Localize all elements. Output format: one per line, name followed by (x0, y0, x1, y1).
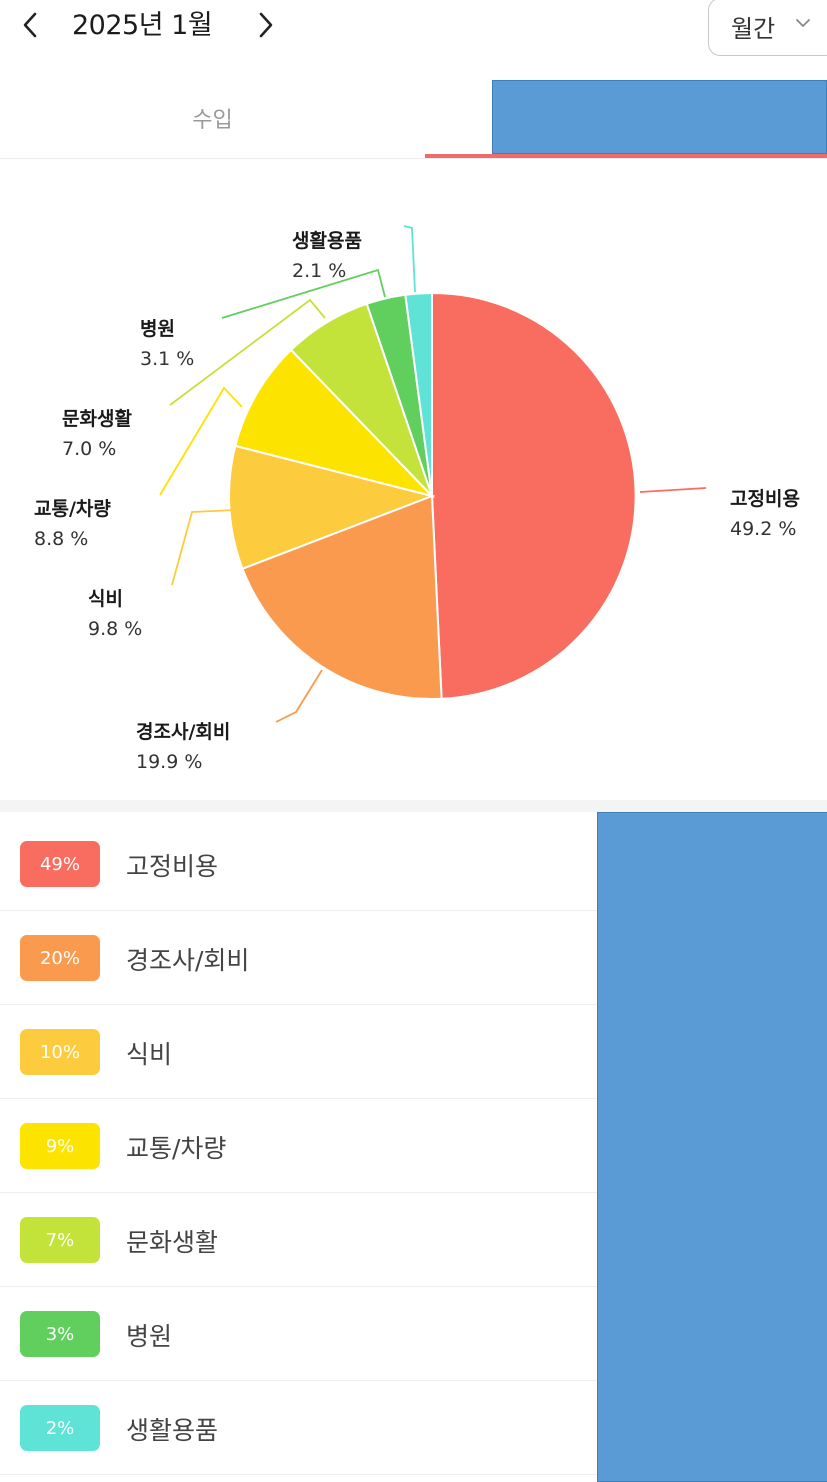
prev-month-button[interactable] (10, 0, 50, 50)
category-row[interactable]: 2% 생활용품 (0, 1381, 600, 1475)
pie-label-7: 생활용품 (292, 230, 362, 252)
next-month-button[interactable] (246, 0, 286, 50)
category-name: 병원 (126, 1322, 173, 1351)
pie-leader-line (169, 298, 326, 406)
pie-value-7: 2.1 % (292, 260, 346, 282)
percent-badge: 10% (20, 1029, 100, 1075)
pie-slice-1[interactable] (431, 291, 637, 700)
percent-badge: 7% (20, 1217, 100, 1263)
category-name: 문화생활 (126, 1228, 219, 1257)
expense-pie-chart: 고정비용 49.2 % 경조사/회비 19.9 % 식비 9.8 % 교통/차량 8.8 % 문… (34, 225, 800, 773)
section-divider (0, 800, 827, 812)
tab-expense[interactable] (425, 80, 827, 159)
pie-leader-line (159, 386, 243, 496)
pie-leader-line (403, 225, 416, 293)
percent-badge: 2% (20, 1405, 100, 1451)
pie-label-4: 교통/차량 (34, 498, 111, 520)
pie-leader-line (221, 268, 386, 319)
month-title: 2025년 1월 (72, 10, 213, 41)
pie-slice-4[interactable] (234, 348, 436, 498)
category-row[interactable]: 3% 병원 (0, 1287, 600, 1381)
header-bar: 2025년 1월 월간 (0, 0, 827, 56)
pie-slice-3[interactable] (228, 444, 436, 570)
chevron-right-icon (259, 12, 273, 38)
category-row[interactable]: 9% 교통/차량 (0, 1099, 600, 1193)
pie-value-1: 49.2 % (730, 518, 796, 540)
pie-leader-line (171, 509, 237, 586)
pie-value-5: 7.0 % (62, 438, 116, 460)
percent-badge: 9% (20, 1123, 100, 1169)
pie-value-4: 8.8 % (34, 528, 88, 550)
pie-label-5: 문화생활 (62, 408, 132, 430)
period-dropdown[interactable]: 월간 (708, 0, 827, 56)
category-name: 교통/차량 (126, 1134, 227, 1163)
category-name: 경조사/회비 (126, 946, 250, 975)
pie-label-2: 경조사/회비 (136, 721, 230, 743)
pie-value-6: 3.1 % (140, 348, 194, 370)
tabs-divider (0, 158, 827, 159)
chevron-down-icon (796, 19, 810, 27)
category-name: 식비 (126, 1040, 173, 1069)
pie-label-6: 병원 (140, 318, 175, 340)
category-list: 49% 고정비용 20% 경조사/회비 10% 식비 9% 교통/차량 7% 문화생활 3% 병원 2%… (0, 817, 600, 1475)
period-label: 월간 (731, 15, 776, 43)
pie-label-3: 식비 (88, 588, 123, 610)
category-row[interactable]: 20% 경조사/회비 (0, 911, 600, 1005)
category-row[interactable]: 7% 문화생활 (0, 1193, 600, 1287)
tab-income[interactable]: 수입 (192, 108, 233, 133)
pie-slice-2[interactable] (241, 494, 443, 701)
pie-leader-line (639, 487, 707, 493)
tab-active-indicator (425, 154, 827, 159)
redacted-block (492, 80, 827, 154)
chevron-left-icon (23, 12, 37, 38)
percent-badge: 3% (20, 1311, 100, 1357)
category-name: 고정비용 (126, 852, 219, 881)
pie-slice-7[interactable] (404, 291, 433, 497)
pie-label-1: 고정비용 (730, 488, 800, 510)
pie-value-2: 19.9 % (136, 751, 202, 773)
category-row[interactable]: 10% 식비 (0, 1005, 600, 1099)
pie-value-3: 9.8 % (88, 618, 142, 640)
category-row[interactable]: 49% 고정비용 (0, 817, 600, 911)
percent-badge: 49% (20, 841, 100, 887)
category-name: 생활용품 (126, 1416, 219, 1445)
percent-badge: 20% (20, 935, 100, 981)
pie-leader-line (275, 669, 323, 723)
redacted-panel (597, 812, 827, 1482)
